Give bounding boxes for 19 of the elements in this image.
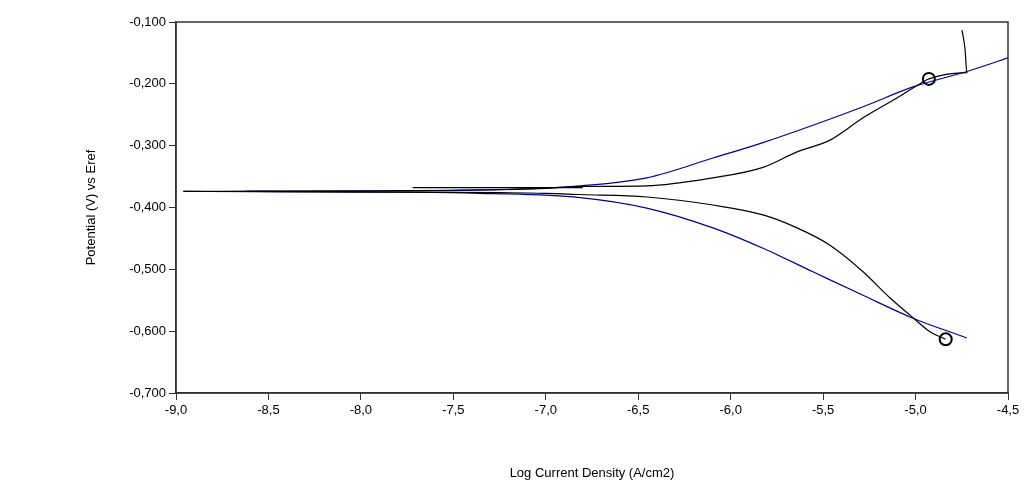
x-tick-label: -6,0 bbox=[719, 402, 742, 418]
y-tick-label: -0,400 bbox=[129, 199, 166, 215]
x-tick-label: -7,5 bbox=[442, 402, 465, 418]
y-tick-label: -0,200 bbox=[129, 75, 166, 91]
y-tick-label: -0,600 bbox=[129, 322, 166, 338]
x-tick-label: -6,5 bbox=[627, 402, 650, 418]
y-tick-label: -0,700 bbox=[129, 384, 166, 400]
x-tick-label: -5,0 bbox=[904, 402, 927, 418]
y-axis-title: Potential (V) vs Eref bbox=[83, 149, 99, 266]
x-tick-label: -9,0 bbox=[164, 402, 188, 418]
x-axis-title: Log Current Density (A/cm2) bbox=[509, 464, 675, 480]
y-tick-label: -0,100 bbox=[129, 13, 166, 29]
x-tick-label: -5,5 bbox=[811, 402, 835, 418]
x-tick-label: -8,5 bbox=[257, 402, 280, 418]
y-tick-label: -0,500 bbox=[129, 260, 166, 276]
x-tick-label: -7,0 bbox=[534, 402, 557, 418]
y-tick-label: -0,300 bbox=[129, 137, 166, 153]
x-tick-label: -8,0 bbox=[349, 402, 373, 418]
x-tick-label: -4,5 bbox=[996, 402, 1020, 418]
